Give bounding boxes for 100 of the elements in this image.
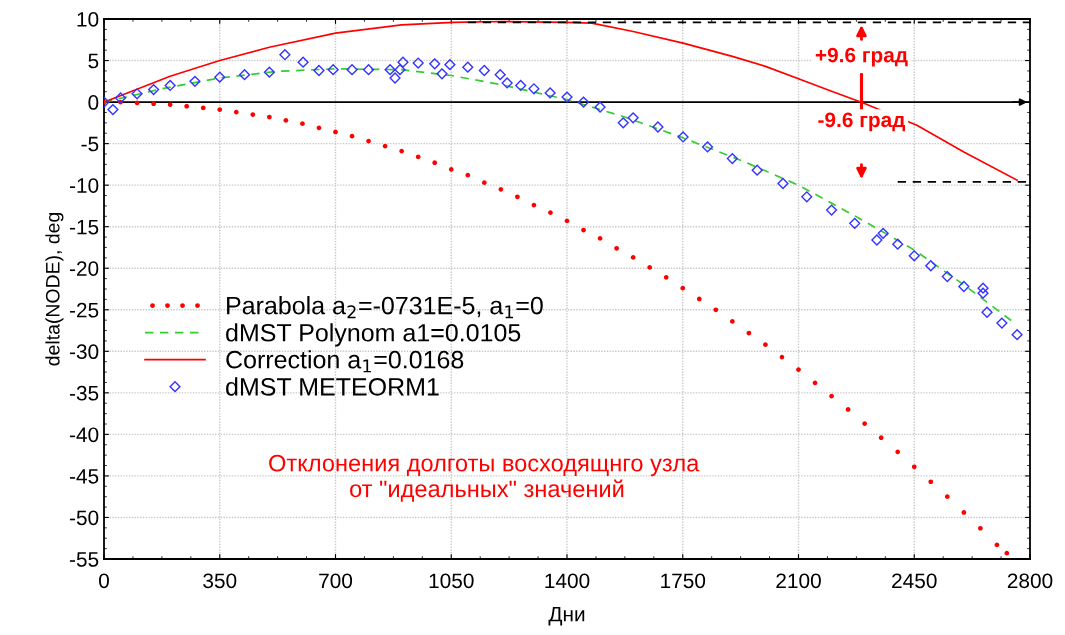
line-series [104,20,1018,182]
point [217,107,223,112]
point [498,186,504,192]
point [412,57,424,69]
y-tick-label: -20 [69,261,99,276]
point [528,83,540,95]
legend-label: Parabola a$_{2}$=-0731E-5, a$_{1}$=0 [227,296,543,319]
point [647,265,653,270]
point [777,177,789,190]
point [238,69,251,81]
point [977,287,989,299]
annotation: +9.6 град [815,47,908,67]
point [561,91,573,103]
point [214,71,226,83]
point [189,75,201,87]
x-tick-label: 1750 [661,573,706,589]
point [726,152,738,165]
point [751,164,763,176]
point [877,227,889,239]
point [978,525,983,531]
point [941,270,953,283]
point [849,217,861,229]
point [389,72,401,84]
point [131,88,143,100]
y-tick-label: -5 [81,136,99,152]
point [107,103,119,116]
point [448,167,454,172]
point [908,250,920,262]
x-axis-title: Дни [548,606,585,626]
point [895,449,901,455]
x-tick-label: 700 [319,573,353,589]
y-tick-label: -10 [69,178,99,193]
point [362,64,375,76]
point [114,92,127,104]
point [829,393,834,399]
point [617,117,629,129]
annotation: Отклонения долготы восходящнго узла от "идеальных" значений [269,454,700,502]
point [313,64,325,77]
y-tick-label: -50 [69,510,99,526]
legend-label: dMST METEORM1 [226,377,439,396]
point [911,464,917,470]
point [544,87,556,99]
point [279,49,291,61]
point [151,101,156,107]
point [862,421,867,426]
point [892,238,904,250]
x-tick-label: 2450 [892,573,937,589]
x-tick-label: 350 [203,573,237,589]
x-tick-label: 1050 [429,573,474,589]
point [478,64,490,77]
legend-label: Correction a$_{1}$=0.0168 [226,350,464,373]
y-tick-label: 0 [88,95,99,110]
x-tick-label: 1400 [545,573,590,589]
point [346,64,358,76]
y-axis-title: delta(NODE), deg [45,212,64,366]
point [925,260,937,272]
point [515,79,527,92]
y-tick-label: -40 [69,427,99,443]
point [878,435,884,441]
point [297,56,309,68]
point [494,69,506,81]
x-tick-label: 2800 [1007,573,1053,589]
x-tick-label: 0 [99,573,109,589]
point [164,79,176,92]
point [515,194,520,200]
point [184,103,190,109]
point [696,296,702,302]
point [680,285,686,291]
point [701,141,714,153]
point [928,479,934,485]
point [1011,329,1023,341]
point [944,494,950,500]
y-tick-label: -30 [69,344,99,360]
point [796,367,801,372]
point [597,235,603,241]
point [825,204,838,216]
point [614,245,619,251]
point [977,282,989,294]
point [730,319,735,324]
y-tick-label: -45 [69,469,99,484]
point [663,275,669,280]
point [263,66,275,78]
point [250,112,256,117]
point [283,117,289,123]
point [996,317,1008,329]
x-tick-label: 2100 [776,573,821,589]
point [961,510,967,515]
point [327,64,339,76]
point [397,56,409,68]
point [652,121,664,133]
point [871,234,883,246]
point [300,121,305,127]
point [594,101,606,113]
y-tick-label: -35 [69,385,99,401]
y-tick-label: -15 [69,219,99,235]
y-tick-label: -25 [69,302,99,318]
point [481,180,487,186]
point [384,64,396,76]
point [958,280,970,293]
y-tick-label: 10 [77,12,99,27]
